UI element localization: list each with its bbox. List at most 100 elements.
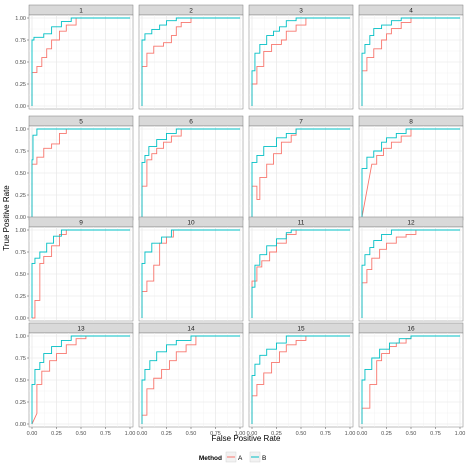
- roc-curve-A-panel-3: [251, 17, 350, 106]
- roc-curve-A-panel-1: [31, 17, 130, 106]
- x-tick-label: 1.00: [125, 431, 136, 437]
- y-tick-label: 0.50: [15, 378, 26, 384]
- y-tick-label: 0.25: [15, 400, 26, 406]
- roc-curve-A-panel-10: [141, 229, 240, 318]
- roc-curve-A-panel-9: [32, 229, 130, 319]
- y-tick-label: 1.00: [15, 334, 26, 340]
- roc-curve-A-panel-6: [141, 128, 240, 217]
- y-tick-label: 1.00: [15, 16, 26, 22]
- x-tick-label: 0.50: [406, 431, 417, 437]
- roc-curve-B-panel-1: [31, 17, 130, 106]
- roc-curve-B-panel-5: [31, 128, 130, 217]
- roc-curve-B-panel-14: [141, 335, 240, 424]
- panel-7: 7: [248, 115, 354, 221]
- x-tick-label: 0.25: [51, 431, 62, 437]
- roc-curve-A-panel-7: [251, 128, 350, 217]
- y-tick-label: 0.75: [15, 149, 26, 155]
- y-tick-label: 0.00: [15, 316, 26, 322]
- roc-curve-B-panel-7: [251, 128, 350, 217]
- roc-curve-A-panel-15: [251, 335, 350, 424]
- strip-label-16: 16: [407, 325, 415, 332]
- x-tick-label: 0.25: [381, 431, 392, 437]
- roc-curve-B-panel-12: [361, 229, 460, 318]
- panel-6: 6: [138, 115, 244, 221]
- x-tick-label: 0.00: [247, 431, 258, 437]
- roc-curve-A-panel-14: [141, 335, 240, 424]
- roc-curve-A-panel-2: [141, 17, 240, 106]
- panel-13: 13 0.00 0.25 0.50 0.75 1.00 0.00 0.25 0.50 0.75 1.…: [15, 322, 136, 437]
- roc-curve-A-panel-13: [31, 335, 130, 425]
- legend-title: Method: [199, 455, 222, 462]
- strip-label-7: 7: [299, 118, 303, 125]
- x-tick-label: 0.75: [100, 431, 111, 437]
- panel-12: 12: [358, 216, 464, 322]
- x-tick-label: 0.25: [271, 431, 282, 437]
- roc-curve-A-panel-12: [361, 229, 460, 318]
- roc-curve-B-panel-15: [251, 335, 350, 424]
- y-tick-label: 0.00: [15, 215, 26, 221]
- legend-label-B: B: [262, 455, 266, 462]
- x-tick-label: 0.50: [186, 431, 197, 437]
- roc-curve-A-panel-11: [251, 229, 350, 318]
- strip-label-14: 14: [187, 325, 195, 332]
- roc-curve-B-panel-6: [141, 128, 240, 217]
- y-tick-label: 0.50: [15, 171, 26, 177]
- strip-label-10: 10: [187, 219, 195, 226]
- panel-4: 4: [358, 4, 464, 110]
- x-tick-label: 1.00: [345, 431, 356, 437]
- strip-label-12: 12: [407, 219, 415, 226]
- y-tick-label: 0.25: [15, 193, 26, 199]
- panel-11: 11: [248, 216, 354, 322]
- roc-curve-B-panel-8: [361, 128, 460, 217]
- roc-curve-B-panel-2: [141, 17, 240, 106]
- strip-label-3: 3: [299, 7, 303, 14]
- strip-label-9: 9: [79, 219, 83, 226]
- y-tick-label: 0.75: [15, 250, 26, 256]
- roc-curve-B-panel-16: [361, 335, 460, 424]
- strip-label-13: 13: [77, 325, 85, 332]
- roc-curve-A-panel-8: [361, 128, 460, 218]
- panel-3: 3: [248, 4, 354, 110]
- x-tick-label: 0.00: [137, 431, 148, 437]
- panel-14: 14 0.00 0.25 0.50 0.75 1.00: [137, 322, 246, 437]
- x-tick-label: 0.50: [76, 431, 87, 437]
- roc-curve-B-panel-13: [31, 335, 130, 424]
- y-tick-label: 0.25: [15, 82, 26, 88]
- y-tick-label: 0.00: [15, 104, 26, 110]
- strip-label-6: 6: [189, 118, 193, 125]
- y-tick-label: 0.50: [15, 272, 26, 278]
- panel-10: 10: [138, 216, 244, 322]
- strip-label-1: 1: [79, 7, 83, 14]
- panel-5: 5 0.00 0.25 0.50 0.75 1.00: [15, 115, 134, 221]
- y-axis-title: True Positive Rate: [2, 185, 11, 251]
- x-axis-title: False Positive Rate: [212, 434, 281, 443]
- panels-group: 1 0.00 0.25 0.50 0.75 1.00 2 3 4 5 0.00 0.25 0.50 0.7…: [15, 4, 466, 437]
- roc-curve-A-panel-5: [31, 128, 130, 217]
- roc-curve-B-panel-10: [141, 229, 240, 318]
- y-tick-label: 1.00: [15, 127, 26, 133]
- strip-label-5: 5: [79, 118, 83, 125]
- strip-label-11: 11: [298, 219, 305, 226]
- x-tick-label: 0.75: [430, 431, 441, 437]
- x-tick-label: 0.00: [357, 431, 368, 437]
- panel-15: 15 0.00 0.25 0.50 0.75 1.00: [247, 322, 356, 437]
- panel-9: 9 0.00 0.25 0.50 0.75 1.00: [15, 216, 134, 322]
- legend: Method A B: [199, 451, 266, 463]
- legend-label-A: A: [238, 455, 243, 462]
- y-tick-label: 0.25: [15, 294, 26, 300]
- x-tick-label: 0.75: [320, 431, 331, 437]
- y-tick-label: 1.00: [15, 228, 26, 234]
- roc-curve-A-panel-4: [361, 17, 460, 106]
- panel-16: 16 0.00 0.25 0.50 0.75 1.00: [357, 322, 466, 437]
- roc-curve-B-panel-9: [31, 229, 130, 318]
- panel-2: 2: [138, 4, 244, 110]
- x-tick-label: 1.00: [455, 431, 466, 437]
- panel-8: 8: [358, 115, 464, 221]
- y-tick-label: 0.75: [15, 38, 26, 44]
- roc-curve-B-panel-3: [251, 17, 350, 106]
- x-tick-label: 1.00: [235, 431, 246, 437]
- strip-label-15: 15: [297, 325, 305, 332]
- x-tick-label: 0.25: [161, 431, 172, 437]
- x-tick-label: 0.50: [296, 431, 307, 437]
